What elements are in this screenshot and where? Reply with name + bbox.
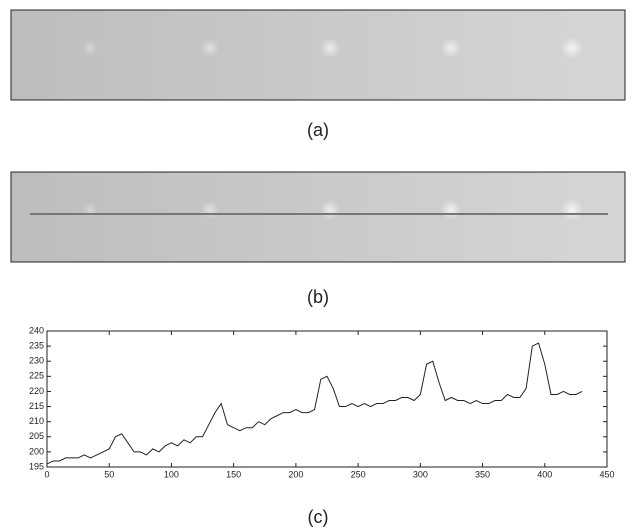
image-a (10, 9, 626, 101)
plot-frame (46, 330, 608, 468)
x-tick-label: 50 (104, 469, 114, 479)
y-tick-label: 230 (29, 356, 44, 366)
data-line (46, 342, 583, 465)
caption: (c) (308, 507, 329, 527)
x-tick-label: 300 (413, 469, 428, 479)
y-tick-label: 205 (29, 431, 44, 441)
y-tick-label: 195 (29, 461, 44, 471)
caption: (b) (307, 287, 329, 307)
x-tick-label: 150 (226, 469, 241, 479)
y-tick-label: 240 (29, 325, 44, 335)
x-tick-label: 100 (164, 469, 179, 479)
x-tick-label: 400 (537, 469, 552, 479)
y-tick-label: 225 (29, 371, 44, 381)
y-tick-label: 215 (29, 401, 44, 411)
x-tick-label: 350 (475, 469, 490, 479)
caption: (a) (307, 120, 329, 140)
x-tick-label: 450 (599, 469, 614, 479)
y-tick-label: 235 (29, 340, 44, 350)
x-tick-label: 0 (44, 469, 49, 479)
image-b (10, 171, 626, 263)
x-tick-label: 200 (288, 469, 303, 479)
y-tick-label: 220 (29, 386, 44, 396)
y-tick-label: 210 (29, 416, 44, 426)
y-tick-label: 200 (29, 446, 44, 456)
x-tick-label: 250 (351, 469, 366, 479)
